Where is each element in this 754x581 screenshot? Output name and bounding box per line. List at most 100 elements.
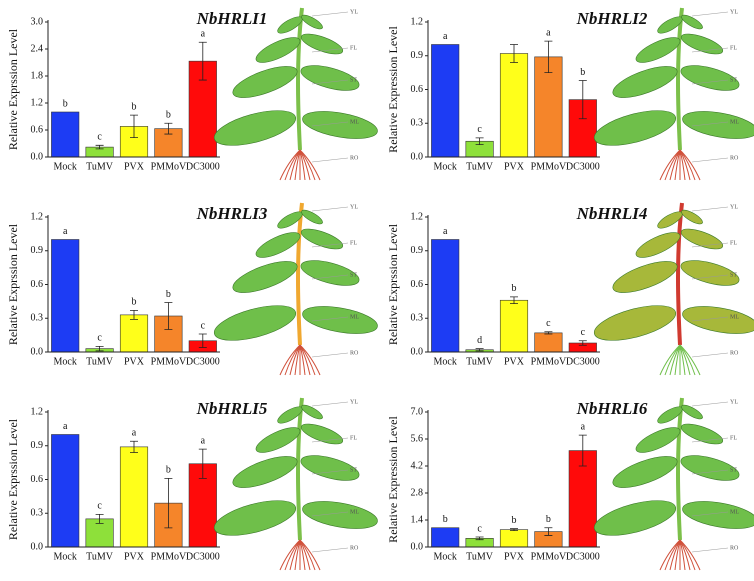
plant-leaf <box>680 228 724 250</box>
chart-title: NbHRLI3 <box>196 204 268 223</box>
chart-title: NbHRLI5 <box>196 399 268 418</box>
bar <box>51 434 80 548</box>
plant-leaf <box>593 500 677 536</box>
y-tick-label: 1.2 <box>31 97 44 108</box>
y-tick-label: 0.9 <box>411 245 424 256</box>
annotation-line <box>311 47 349 53</box>
annotation: RO <box>730 350 739 356</box>
significance-letter: b <box>132 101 137 112</box>
plant-leaf <box>255 37 301 63</box>
error-bar <box>578 340 587 346</box>
x-tick-label: DC3000 <box>186 161 220 172</box>
annotation: ML <box>350 119 359 125</box>
x-tick-label: Mock <box>434 356 457 367</box>
annotation-line <box>311 11 349 17</box>
plant-leaf <box>300 228 344 250</box>
annotation-line <box>311 242 349 248</box>
x-tick-label: PMMoV <box>151 161 187 172</box>
y-tick-label: 0.6 <box>31 279 44 290</box>
y-tick-label: 0.3 <box>411 313 424 324</box>
y-tick-label: 0.0 <box>411 541 424 552</box>
plant-leaf <box>255 232 301 258</box>
annotation-line <box>691 242 729 248</box>
y-tick-label: 1.2 <box>411 16 424 27</box>
error-bar <box>578 434 587 467</box>
chart-panel: NbHRLI4 Relative Exprssion Level 0.0 0.3 0.6… <box>386 202 754 376</box>
annotation-line <box>311 469 349 475</box>
annotation-line <box>311 79 349 85</box>
y-tick-label: 3.0 <box>31 16 44 27</box>
x-tick-label: TuMV <box>466 356 494 367</box>
plant-leaf <box>593 110 677 146</box>
error-bar <box>198 333 207 348</box>
annotation: YL <box>350 204 358 210</box>
plant-root <box>299 149 321 181</box>
annotation: RO <box>350 545 359 551</box>
plant-leaf <box>300 260 360 286</box>
annotation: FL <box>350 45 357 51</box>
plant-leaf <box>300 33 344 55</box>
x-tick-label: PVX <box>504 356 525 367</box>
annotation: FL <box>730 240 737 246</box>
y-tick-label: 0.3 <box>31 508 44 519</box>
plant-leaf <box>213 500 297 536</box>
plant-leaf <box>681 404 703 420</box>
bar <box>119 314 149 353</box>
x-tick-label: PVX <box>124 161 145 172</box>
annotation: YL <box>730 9 738 15</box>
y-tick-label: 0.9 <box>31 440 44 451</box>
plant-leaf <box>612 456 678 488</box>
x-tick-label: TuMV <box>86 551 114 562</box>
significance-letter: c <box>201 320 206 331</box>
annotation: ST <box>730 272 737 278</box>
plant-stem <box>676 7 684 151</box>
x-tick-label: Mock <box>434 551 457 562</box>
plant-leaf <box>232 66 298 98</box>
significance-letter: a <box>443 226 448 237</box>
annotation: YL <box>350 399 358 405</box>
annotation-line <box>691 469 729 475</box>
significance-letter: b <box>580 67 585 78</box>
annotation-line <box>691 401 729 407</box>
annotation-line <box>691 157 729 163</box>
y-tick-label: 1.8 <box>31 70 44 81</box>
error-bar <box>475 137 484 146</box>
annotation: ST <box>730 77 737 83</box>
annotation-line <box>691 206 729 212</box>
plant-leaf <box>232 456 298 488</box>
bar <box>431 527 460 548</box>
annotation: ST <box>350 272 357 278</box>
x-tick-label: PVX <box>124 356 145 367</box>
significance-letter: a <box>132 428 137 439</box>
x-tick-label: Mock <box>54 551 77 562</box>
bar <box>51 111 80 158</box>
annotation-line <box>311 316 349 322</box>
annotation: ST <box>350 77 357 83</box>
annotation-line <box>311 547 349 553</box>
y-tick-label: 2.8 <box>411 487 424 498</box>
significance-letter: b <box>132 297 137 308</box>
x-tick-label: Mock <box>54 161 77 172</box>
x-tick-label: TuMV <box>86 161 114 172</box>
bar <box>51 239 80 353</box>
y-tick-label: 0.9 <box>31 245 44 256</box>
plant-leaf <box>213 110 297 146</box>
x-tick-label: PVX <box>504 551 525 562</box>
error-bar <box>544 527 553 536</box>
error-bar <box>164 122 173 135</box>
bar <box>499 299 529 353</box>
annotation-line <box>691 11 729 17</box>
plant-leaf <box>635 37 681 63</box>
plant-leaf <box>301 404 323 420</box>
plant-leaf <box>635 427 681 453</box>
annotation: RO <box>350 350 359 356</box>
x-tick-label: PVX <box>124 551 145 562</box>
plant-leaf <box>213 305 297 341</box>
y-tick-label: 0.3 <box>411 118 424 129</box>
annotation-line <box>311 437 349 443</box>
chart-panel: NbHRLI3 Relative Exprssion Level 0.0 0.3 0.6… <box>6 202 378 376</box>
significance-letter: b <box>166 110 171 121</box>
error-bar <box>95 513 104 524</box>
annotation: FL <box>730 45 737 51</box>
